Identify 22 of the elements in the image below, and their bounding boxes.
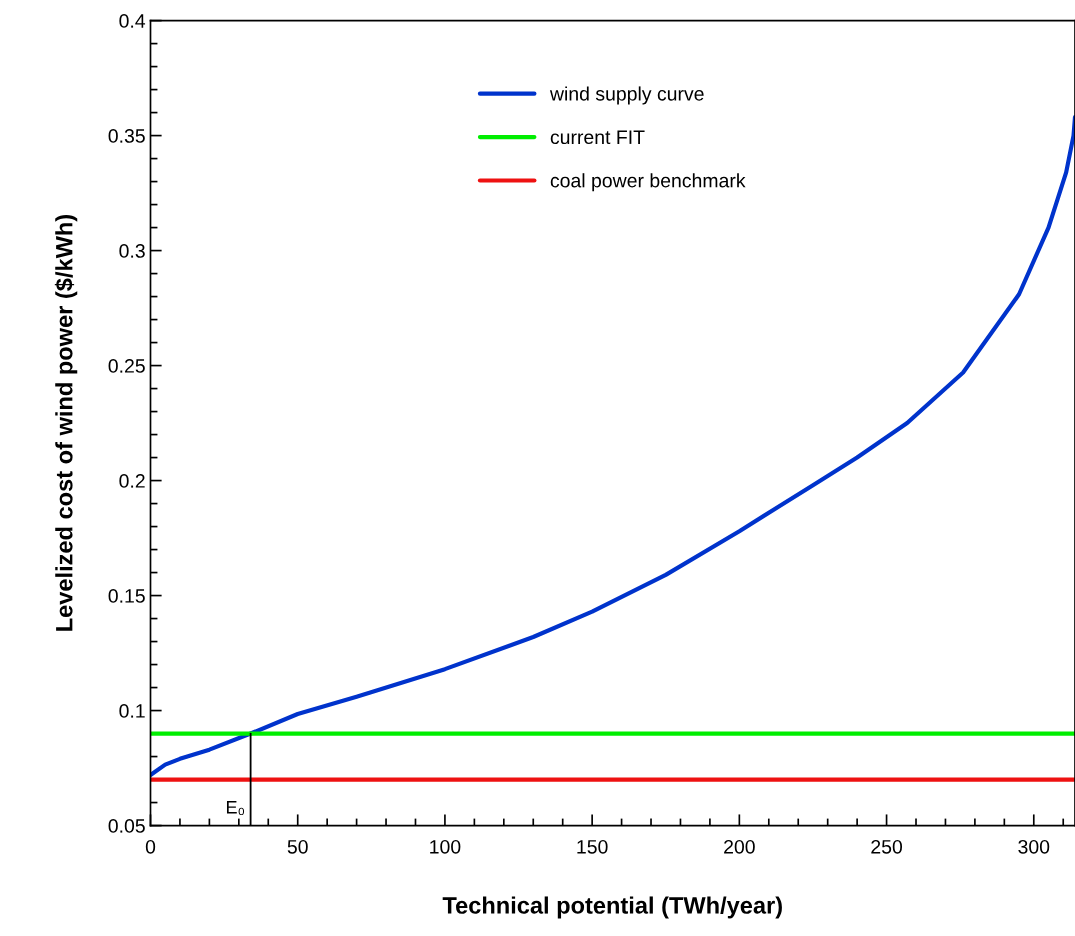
y-tick-label: 0.05 [108, 819, 145, 833]
y-tick-label: 0.15 [108, 589, 145, 603]
y-tick-label: 0.4 [119, 14, 146, 28]
x-axis-title: Technical potential (TWh/year) [442, 896, 782, 919]
y-tick-label: 0.1 [119, 704, 145, 718]
y-tick-label: 0.35 [108, 129, 145, 143]
line-series [150, 115, 1075, 778]
x-tick-label: 50 [287, 839, 308, 854]
x-tick-label: 100 [430, 839, 461, 854]
legend-label: coal power benchmark [550, 173, 746, 192]
y-tick-label: 0.2 [119, 474, 145, 488]
x-tick-label: 300 [1018, 839, 1050, 854]
y-axis-title: Levelized cost of wind power ($/kWh) [54, 214, 78, 631]
y-tick-label: 0.25 [108, 359, 145, 373]
x-tick-label: 200 [724, 839, 755, 854]
y-tick-label: 0.3 [119, 244, 145, 258]
x-tick-label: 0 [145, 839, 156, 854]
legend-label: wind supply curve [549, 86, 704, 105]
legend-label: current FIT [550, 130, 645, 145]
x-tick-label: 250 [871, 839, 903, 854]
annotation: E₀ [226, 801, 245, 816]
x-tick-label: 150 [577, 839, 608, 854]
